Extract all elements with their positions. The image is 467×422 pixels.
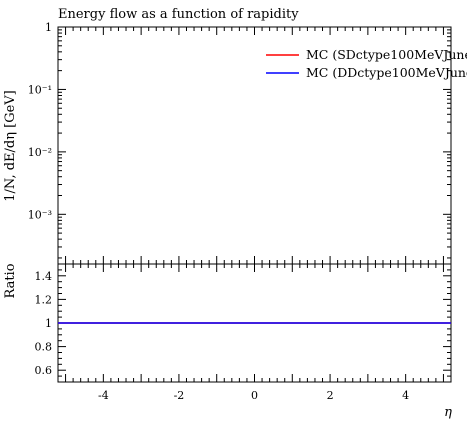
- ratio-y-tick-label: 1.2: [35, 293, 53, 306]
- ratio-x-ticks: -4 -2 0 2 4: [65, 264, 452, 402]
- main-y-tick-label: 1: [45, 21, 52, 34]
- legend: MC (SDctype100MeVJune MC (DDctype100MeVJu…: [266, 47, 467, 80]
- main-panel: 1 10⁻¹ 10⁻² 10⁻³ 1/N, dE/dη [GeV] MC (SDcty…: [3, 21, 467, 265]
- ratio-y-tick-label: 1: [45, 317, 52, 330]
- ratio-y-tick-label: 0.6: [35, 364, 53, 377]
- main-y-ticks: 1 10⁻¹ 10⁻² 10⁻³: [28, 21, 451, 259]
- legend-label-sd: MC (SDctype100MeVJune: [306, 47, 467, 62]
- main-y-tick-label: 10⁻¹: [28, 83, 52, 96]
- legend-label-dd: MC (DDctype100MeVJune: [306, 65, 467, 80]
- x-tick-label: -4: [98, 389, 109, 402]
- main-y-axis-label: 1/N, dE/dη [GeV]: [3, 90, 18, 202]
- x-axis-label: η: [444, 405, 452, 420]
- ratio-y-axis-label: Ratio: [3, 263, 18, 298]
- ratio-panel: 0.6 0.8 1 1.2 1.4 -4 -2 0 2 4 Ratio η: [3, 263, 452, 420]
- main-y-tick-label: 10⁻²: [28, 146, 52, 159]
- x-tick-label: 4: [402, 389, 409, 402]
- ratio-y-tick-label: 1.4: [35, 270, 53, 283]
- x-tick-label: 0: [251, 389, 258, 402]
- chart-title: Energy flow as a function of rapidity: [58, 7, 299, 22]
- x-tick-label: -2: [174, 389, 185, 402]
- x-tick-label: 2: [327, 389, 334, 402]
- main-plot-frame: [57, 26, 452, 265]
- main-y-tick-label: 10⁻³: [28, 208, 52, 221]
- main-x-ticks: [65, 27, 452, 264]
- ratio-y-tick-label: 0.8: [35, 341, 53, 354]
